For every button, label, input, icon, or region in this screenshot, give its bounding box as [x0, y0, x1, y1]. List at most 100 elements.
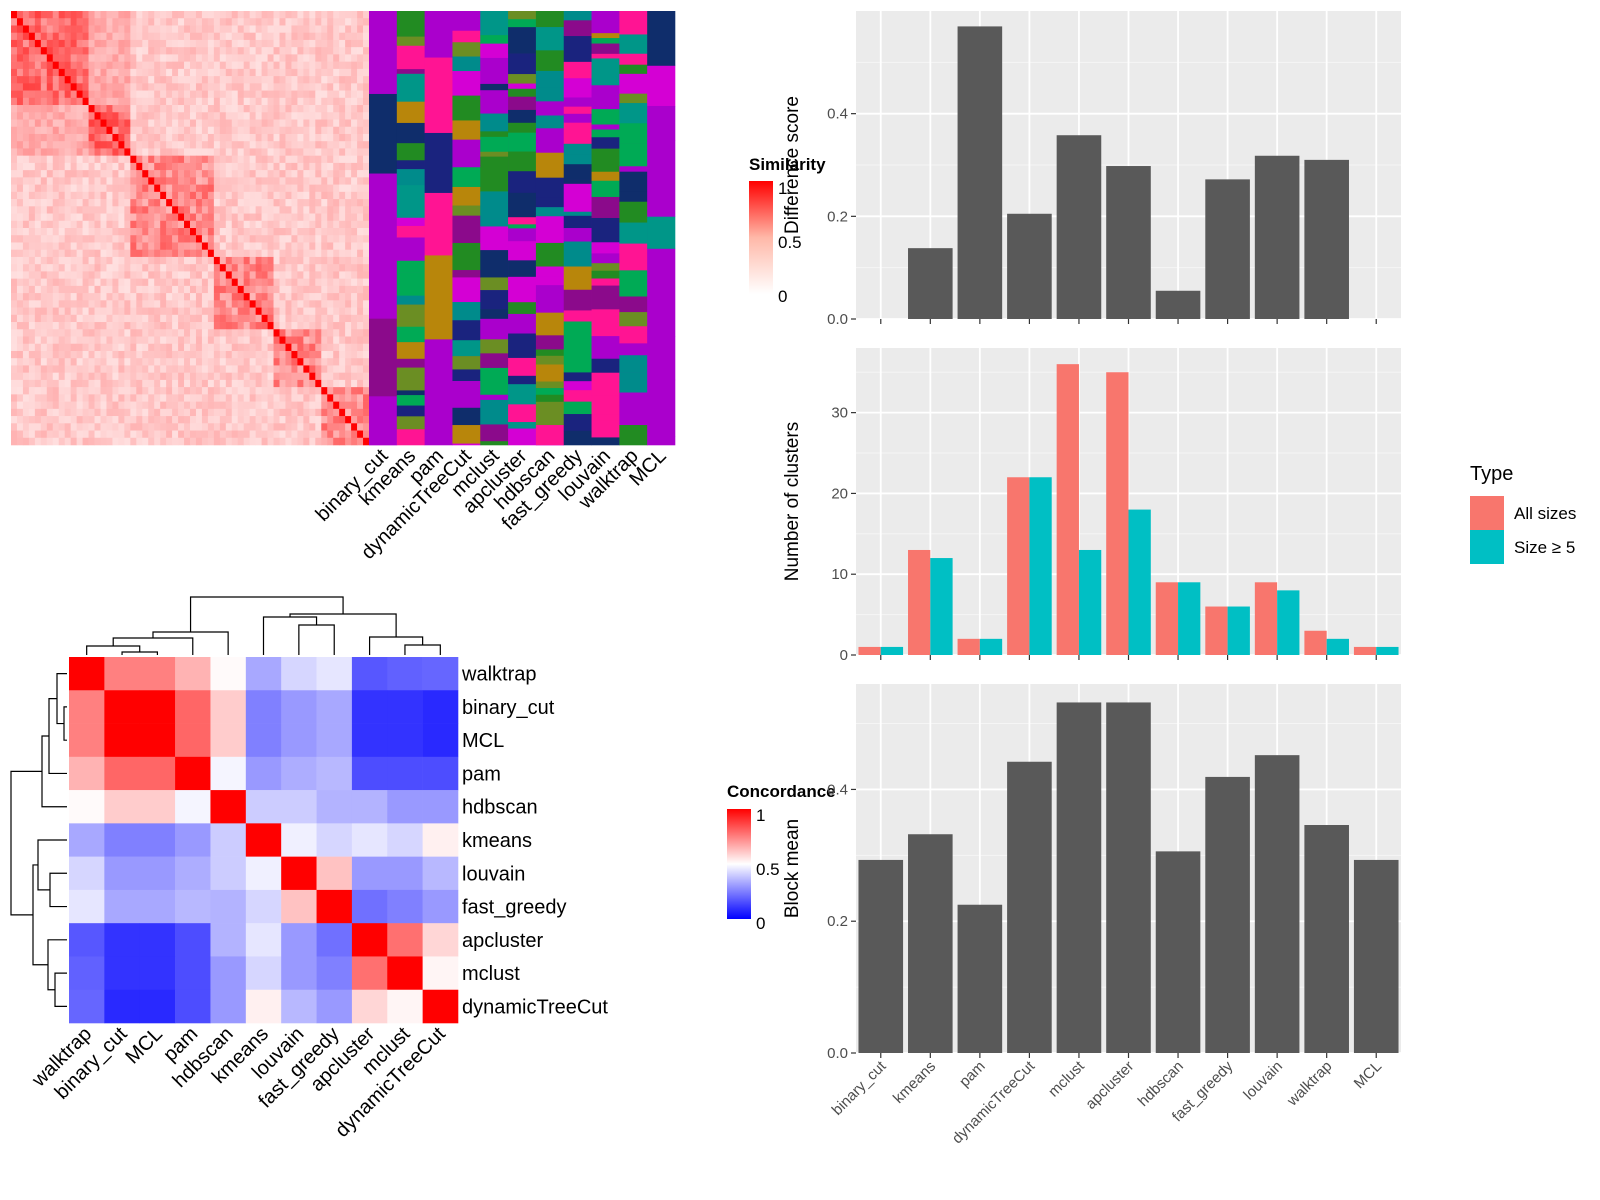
similarity-cell — [154, 213, 161, 222]
similarity-cell — [100, 322, 107, 330]
similarity-cell — [106, 264, 113, 272]
similarity-cell — [52, 25, 60, 33]
similarity-cell — [327, 148, 334, 156]
similarity-cell — [291, 18, 298, 26]
similarity-cell — [321, 423, 328, 431]
similarity-cell — [178, 199, 185, 207]
similarity-cell — [58, 11, 65, 19]
similarity-cell — [11, 394, 18, 402]
similarity-cell — [142, 278, 149, 287]
similarity-cell — [130, 148, 137, 156]
similarity-cell — [154, 235, 161, 243]
similarity-cell — [339, 199, 346, 207]
similarity-cell — [70, 242, 77, 250]
similarity-cell — [118, 126, 125, 135]
similarity-cell — [213, 307, 221, 316]
similarity-cell — [297, 423, 304, 431]
concordance-legend: Concordance 1 0.5 0 — [727, 782, 836, 933]
membership-cell — [452, 11, 481, 32]
similarity-cell — [297, 264, 304, 272]
similarity-cell — [225, 358, 233, 366]
similarity-cell — [184, 401, 191, 410]
concordance-cell — [69, 923, 105, 957]
similarity-cell — [106, 423, 113, 431]
similarity-cell — [213, 300, 221, 308]
similarity-cell — [11, 379, 18, 388]
similarity-cell — [297, 379, 304, 388]
similarity-cell — [213, 25, 221, 33]
similarity-cell — [321, 314, 328, 323]
similarity-cell — [327, 97, 334, 106]
similarity-cell — [184, 379, 191, 388]
similarity-cell — [82, 430, 89, 439]
similarity-cell — [351, 119, 358, 128]
similarity-cell — [106, 39, 113, 48]
similarity-cell — [333, 32, 340, 41]
similarity-cell — [351, 329, 358, 337]
similarity-cell — [22, 314, 30, 323]
concordance-cell — [175, 989, 211, 1024]
similarity-cell — [46, 133, 54, 142]
membership-cell — [563, 241, 592, 267]
similarity-cell — [321, 278, 328, 287]
similarity-cell — [303, 264, 310, 272]
similarity-cell — [351, 11, 358, 19]
legend-label-size-ge-5: Size ≥ 5 — [1514, 538, 1575, 557]
similarity-cell — [130, 184, 137, 193]
similarity-cell — [11, 162, 18, 171]
similarity-cell — [100, 213, 107, 222]
membership-cell — [480, 218, 509, 227]
similarity-cell — [70, 235, 77, 243]
similarity-cell — [52, 105, 60, 113]
similarity-cell — [333, 256, 340, 265]
similarity-cell — [219, 228, 227, 236]
similarity-cell — [142, 213, 149, 222]
similarity-cell — [58, 148, 65, 156]
similarity-cell — [148, 329, 155, 337]
similarity-cell — [160, 105, 167, 113]
similarity-cell — [279, 155, 286, 164]
similarity-cell — [76, 350, 83, 359]
similarity-cell — [255, 408, 262, 417]
similarity-cell — [303, 133, 310, 142]
similarity-cell — [357, 416, 364, 424]
similarity-cell — [213, 11, 221, 19]
similarity-cell — [112, 25, 119, 33]
similarity-cell — [11, 322, 18, 330]
similarity-cell — [333, 401, 340, 410]
similarity-cell — [172, 235, 179, 243]
similarity-cell — [309, 90, 316, 99]
similarity-cell — [142, 141, 149, 149]
similarity-cell — [273, 191, 280, 200]
similarity-cell — [58, 278, 65, 287]
similarity-cell — [22, 119, 30, 128]
similarity-cell — [166, 162, 173, 171]
similarity-cell — [46, 322, 54, 330]
similarity-cell — [255, 155, 262, 164]
similarity-cell — [88, 47, 95, 55]
similarity-cell — [70, 112, 77, 120]
similarity-cell — [82, 307, 89, 316]
similarity-cell — [70, 336, 77, 345]
similarity-cell — [351, 336, 358, 345]
similarity-cell — [345, 61, 352, 70]
similarity-cell — [207, 199, 215, 207]
similarity-cell — [100, 11, 107, 19]
similarity-cell — [100, 47, 107, 55]
similarity-cell — [357, 11, 364, 19]
similarity-cell — [166, 365, 173, 373]
similarity-cell — [285, 365, 292, 373]
similarity-cell — [190, 39, 197, 48]
similarity-cell — [279, 47, 286, 55]
concordance-cell — [139, 657, 176, 691]
similarity-cell — [327, 278, 334, 287]
similarity-cell — [142, 11, 149, 19]
similarity-cell — [148, 199, 155, 207]
similarity-cell — [267, 307, 274, 316]
similarity-cell — [243, 423, 250, 431]
similarity-cell — [297, 97, 304, 106]
similarity-cell — [249, 256, 256, 265]
similarity-cell — [195, 387, 203, 395]
similarity-cell — [351, 155, 358, 164]
concordance-column-labels: walktrapbinary_cutMCLpamhdbscankmeanslou… — [27, 1023, 450, 1142]
